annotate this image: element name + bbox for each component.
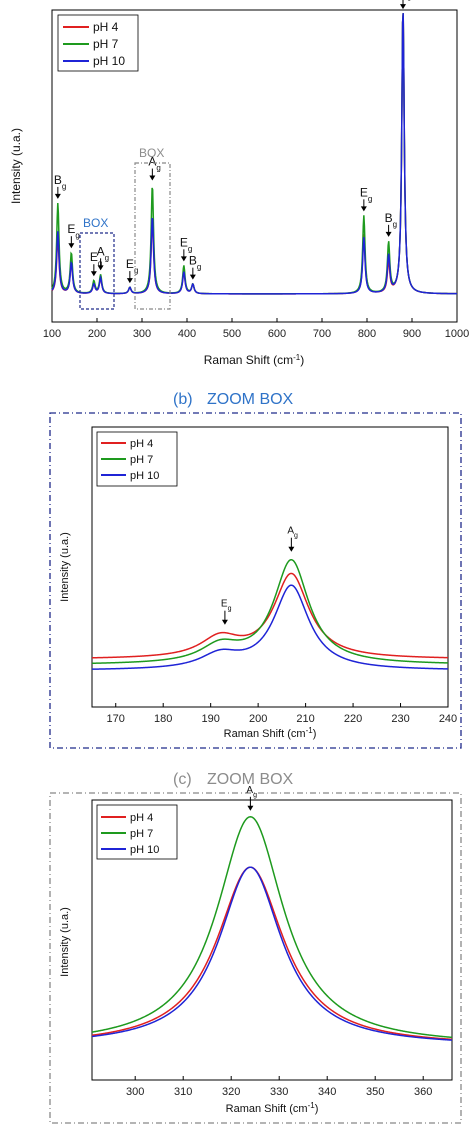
x-tick-label: 170 [107,713,125,725]
panel-b-label: (b) [173,391,193,408]
peak-label: Ag [148,155,160,173]
plot-frame [91,799,453,1081]
x-tick-label: 500 [223,328,241,340]
x-tick-label: 700 [313,328,331,340]
x-tick-label: 190 [201,713,219,725]
x-tick-label: 240 [439,713,457,725]
x-tick-label: 320 [222,1086,240,1098]
zoom-frame-b [49,412,462,749]
peak-arrowhead [90,271,97,277]
zoom-chart-c: 300 310 320 330 340 350 360 Ag pH 4 pH 7 pH 10… [59,785,453,1116]
legend-label-ph7: pH 7 [93,37,119,51]
box-label-c: BOX [139,146,164,160]
x-axis-label: Raman Shift (cm-1) [226,1101,319,1116]
y-axis-label: Intensity (u.a.) [9,128,23,204]
peak-arrowhead [180,256,187,262]
legend-label-ph7: pH 7 [130,828,153,840]
zoom-chart-b: 170 180 190 200 210 220 230 240 Eg Ag pH 4 pH 7 … [59,426,457,741]
legend-label-ph10: pH 10 [130,844,159,856]
peak-label: Ag [399,0,411,1]
legend-label-ph4: pH 4 [93,20,119,34]
series-line-ph10 [51,13,458,295]
peak-label: Ag [97,244,109,262]
x-tick-label: 200 [249,713,267,725]
peak-arrowhead [221,619,228,625]
legend: pH 4 pH 7 pH 10 [96,804,178,860]
series-line-ph4 [91,572,449,659]
y-axis-label: Intensity (u.a.) [59,907,71,977]
series-line-ph7 [91,558,449,665]
peak-label: Eg [90,250,102,268]
peak-arrowhead [189,274,196,280]
plot-frame [51,9,458,323]
zoom-box-b [79,232,115,310]
y-axis-label: Intensity (u.a.) [59,532,71,602]
series-line-ph4 [91,866,453,1041]
peak-arrowhead [360,206,367,212]
overview-chart: 100 200 300 400 500 600 700 800 900 1000 BgEgEgAg… [9,0,469,367]
peak-arrowhead [288,546,295,552]
peak-arrowhead [97,265,104,271]
peak-label: Eg [180,235,192,253]
peak-arrowhead [126,278,133,284]
peak-label: Bg [385,211,397,229]
x-axis-label: Raman Shift (cm-1) [204,353,304,368]
x-tick-label: 400 [178,328,196,340]
zoom-box-c [134,162,171,310]
peak-arrowhead [400,4,406,10]
peak-arrowhead [68,243,75,249]
peak-arrowhead [149,175,156,181]
series-line-ph10 [91,866,453,1041]
x-tick-label: 360 [414,1086,432,1098]
panel-c-label: (c) [173,771,192,788]
peak-label: Bg [189,254,201,272]
legend-label-ph7: pH 7 [130,454,153,466]
x-tick-label: 300 [133,328,151,340]
x-axis-label: Raman Shift (cm-1) [224,726,317,741]
legend-label-ph4: pH 4 [130,438,153,450]
x-tick-label: 220 [344,713,362,725]
peak-arrowhead [385,231,392,237]
legend: pH 4 pH 7 pH 10 [96,431,178,487]
peak-label: Eg [126,257,138,275]
x-tick-label: 100 [43,328,61,340]
peak-label: Eg [360,185,372,203]
box-label-b: BOX [83,216,108,230]
x-tick-label: 300 [126,1086,144,1098]
x-tick-label: 330 [270,1086,288,1098]
legend: pH 4 pH 7 pH 10 [57,14,139,72]
legend-label-ph4: pH 4 [130,812,153,824]
peak-label: Ag [246,785,257,799]
x-tick-label: 180 [154,713,172,725]
x-tick-label: 350 [366,1086,384,1098]
peak-arrowhead [54,193,61,199]
x-tick-label: 800 [358,328,376,340]
x-tick-label: 1000 [445,328,469,340]
peak-arrowhead [247,805,254,811]
legend-label-ph10: pH 10 [93,54,125,68]
peak-label: Eg [67,222,79,240]
legend-label-ph10: pH 10 [130,470,159,482]
x-tick-label: 310 [174,1086,192,1098]
plot-frame [91,426,449,708]
x-tick-label: 900 [403,328,421,340]
x-tick-label: 600 [268,328,286,340]
panel-c-title: ZOOM BOX [207,771,294,788]
x-tick-label: 210 [296,713,314,725]
peak-label: Eg [221,599,232,613]
zoom-frame-c [49,792,462,1124]
series-line-ph7 [91,816,453,1039]
x-tick-label: 200 [88,328,106,340]
peak-label: Bg [54,173,66,191]
series-line-ph10 [91,584,449,670]
x-tick-label: 340 [318,1086,336,1098]
panel-b-title: ZOOM BOX [207,391,294,408]
peak-label: Ag [287,526,298,540]
x-tick-label: 230 [391,713,409,725]
